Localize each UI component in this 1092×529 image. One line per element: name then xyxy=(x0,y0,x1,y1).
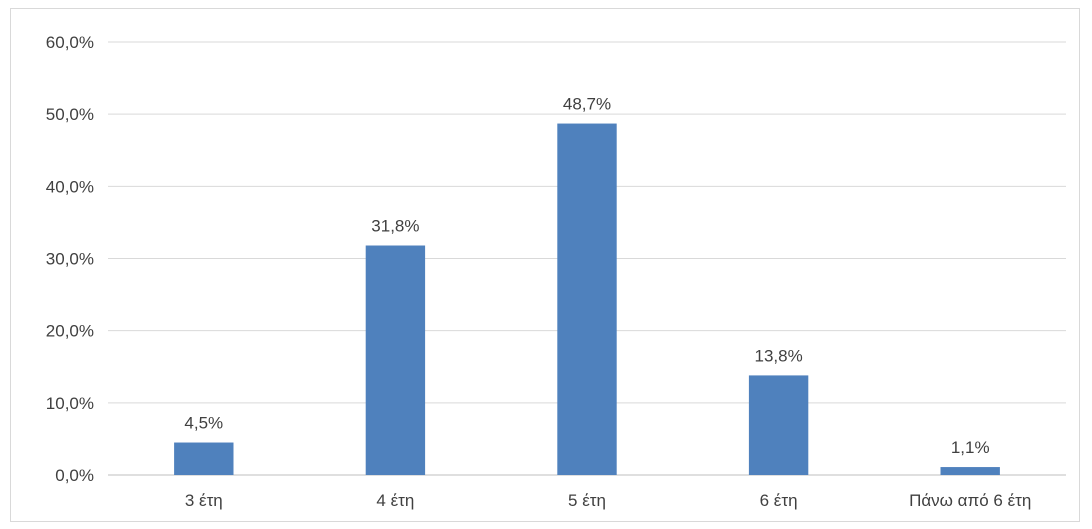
y-tick-label: 50,0% xyxy=(46,105,94,124)
x-category-label: 3 έτη xyxy=(185,491,223,510)
bar xyxy=(557,123,617,475)
bar-chart: 0,0% 10,0% 20,0% 30,0% 40,0% 50,0% 60,0% 4,5% 3… xyxy=(46,33,1066,510)
x-category-label: 6 έτη xyxy=(760,491,798,510)
bar xyxy=(174,442,234,475)
bars xyxy=(174,123,1000,475)
data-label: 4,5% xyxy=(184,414,223,433)
y-tick-label: 40,0% xyxy=(46,177,94,196)
data-label: 13,8% xyxy=(754,346,802,365)
x-category-label: Πάνω από 6 έτη xyxy=(909,491,1031,510)
y-tick-label: 0,0% xyxy=(55,466,94,485)
bar xyxy=(748,375,809,475)
data-label: 1,1% xyxy=(951,438,990,457)
y-tick-label: 10,0% xyxy=(46,394,94,413)
y-tick-label: 20,0% xyxy=(46,322,94,341)
data-labels: 4,5% 31,8% 48,7% 13,8% 1,1% xyxy=(184,95,989,458)
x-category-label: 4 έτη xyxy=(376,491,414,510)
y-tick-label: 30,0% xyxy=(46,250,94,269)
chart-frame: 0,0% 10,0% 20,0% 30,0% 40,0% 50,0% 60,0% 4,5% 3… xyxy=(10,8,1080,522)
y-axis-tick-labels: 0,0% 10,0% 20,0% 30,0% 40,0% 50,0% 60,0% xyxy=(46,33,94,485)
y-tick-label: 60,0% xyxy=(46,33,94,52)
bar xyxy=(365,245,426,475)
data-label: 31,8% xyxy=(371,217,419,236)
x-axis-category-labels: 3 έτη 4 έτη 5 έτη 6 έτη Πάνω από 6 έτη xyxy=(185,491,1032,510)
data-label: 48,7% xyxy=(563,95,611,114)
x-category-label: 5 έτη xyxy=(568,491,606,510)
bar xyxy=(940,467,1000,475)
